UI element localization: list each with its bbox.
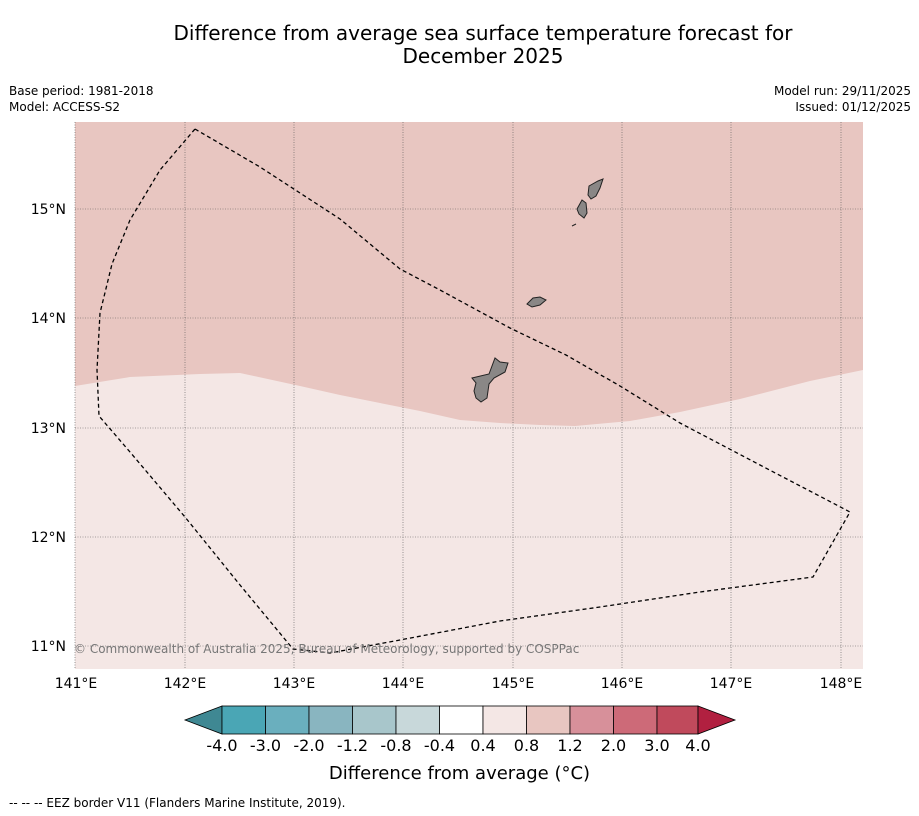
lon-labels: 141°E 142°E 143°E 144°E 145°E 146°E 147°… (55, 676, 863, 692)
lon-label: 143°E (273, 676, 316, 692)
lon-label: 146°E (601, 676, 644, 692)
colorbar-swatch (526, 705, 571, 735)
eez-border (96, 128, 851, 654)
colorbar-tick: 0.8 (514, 736, 539, 755)
colorbar-extend-low (183, 705, 223, 735)
colorbar-tick: -1.2 (337, 736, 368, 755)
island-aguijan (571, 223, 577, 227)
colorbar-title: Difference from average (°C) (328, 763, 591, 784)
base-period: Base period: 1981-2018 (9, 84, 154, 98)
island-guam (471, 357, 509, 403)
colorbar (183, 705, 737, 735)
region-upper-anomaly (75, 122, 863, 426)
colorbar-tick: -0.8 (380, 736, 411, 755)
colorbar-swatch (352, 705, 397, 735)
model-name: Model: ACCESS-S2 (9, 100, 121, 114)
colorbar-tick: -2.0 (293, 736, 324, 755)
island-saipan (587, 178, 604, 200)
colorbar-tick: 2.0 (601, 736, 626, 755)
lat-label: 12°N (31, 530, 66, 546)
colorbar-swatch (656, 705, 699, 735)
title-line-2: December 2025 (402, 44, 564, 68)
colorbar-swatch (308, 705, 353, 735)
colorbar-swatch (395, 705, 440, 735)
lon-label: 141°E (55, 676, 98, 692)
colorbar-tick: 0.4 (470, 736, 495, 755)
lat-labels: 15°N 14°N 13°N 12°N 11°N (31, 202, 66, 655)
chart-title: Difference from average sea surface temp… (0, 22, 919, 68)
lon-label: 145°E (492, 676, 535, 692)
copyright-text: © Commonwealth of Australia 2025, Bureau… (74, 642, 579, 656)
lat-label: 13°N (31, 421, 66, 437)
model-run: Model run: 29/11/2025 (773, 84, 911, 98)
colorbar-tick: -0.4 (424, 736, 455, 755)
meta-right: Model run: 29/11/2025 Issued: 01/12/2025 (774, 83, 911, 115)
gridlines (74, 122, 863, 669)
colorbar-tick: 1.2 (557, 736, 582, 755)
title-line-1: Difference from average sea surface temp… (173, 21, 793, 45)
lat-label: 11°N (31, 639, 66, 655)
lon-label: 148°E (820, 676, 863, 692)
eez-legend: -- -- -- EEZ border V11 (Flanders Marine… (9, 796, 346, 810)
colorbar-swatch (221, 705, 266, 735)
lon-label: 147°E (710, 676, 753, 692)
lat-label: 14°N (31, 311, 66, 327)
issued-date: Issued: 01/12/2025 (795, 100, 911, 114)
meta-left: Base period: 1981-2018 Model: ACCESS-S2 (9, 83, 154, 115)
colorbar-swatch (265, 705, 310, 735)
colorbar-swatch (569, 705, 614, 735)
colorbar-swatch (439, 705, 484, 735)
colorbar-tick: -3.0 (250, 736, 281, 755)
colorbar-swatch (613, 705, 658, 735)
lon-label: 142°E (164, 676, 207, 692)
map-area (75, 122, 863, 669)
lon-label: 144°E (382, 676, 425, 692)
colorbar-tick: 4.0 (685, 736, 710, 755)
lat-label: 15°N (31, 202, 66, 218)
colorbar-swatch (482, 705, 527, 735)
island-rota (526, 296, 547, 308)
colorbar-tick: 3.0 (644, 736, 669, 755)
colorbar-ticks: -4.0 -3.0 -2.0 -1.2 -0.8 -0.4 0.4 0.8 1.… (206, 736, 710, 755)
island-tinian (576, 199, 588, 219)
colorbar-extend-high (697, 705, 737, 735)
islands (471, 178, 604, 403)
colorbar-tick: -4.0 (206, 736, 237, 755)
